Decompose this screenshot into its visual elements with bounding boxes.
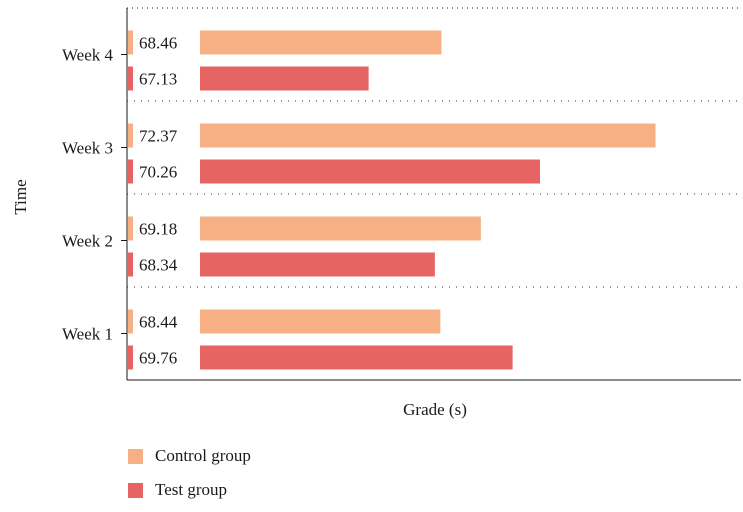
data-label-week-1-control-group: 68.44 <box>139 313 178 332</box>
legend-item-test: Test group <box>128 478 251 502</box>
bar-week-1-test-group <box>200 345 513 370</box>
bar-week-3-test-group <box>200 159 540 184</box>
data-label-week-1-test-group: 69.76 <box>139 349 177 368</box>
bar-marker-week-3-test-group <box>128 159 133 184</box>
bar-marker-week-1-control-group <box>128 309 133 334</box>
bar-week-4-control-group <box>200 30 442 55</box>
y-tick-label-week-1: Week 1 <box>62 325 113 344</box>
data-label-week-2-control-group: 69.18 <box>139 220 177 239</box>
data-label-week-2-test-group: 68.34 <box>139 256 178 275</box>
y-tick-label-week-2: Week 2 <box>62 232 113 251</box>
bar-marker-week-3-control-group <box>128 123 133 148</box>
x-axis-title: Grade (s) <box>403 400 467 419</box>
data-label-week-3-test-group: 70.26 <box>139 163 177 182</box>
legend-swatch-control <box>128 448 143 464</box>
bar-chart: Week 4 68.46 67.13 Week 3 72.37 70.26 Week 2 69… <box>11 7 741 419</box>
plot-area: Week 4 68.46 67.13 Week 3 72.37 70.26 Week 2 69… <box>62 7 741 381</box>
bar-marker-week-2-control-group <box>128 216 133 241</box>
bar-marker-week-4-test-group <box>128 66 133 91</box>
data-label-week-4-test-group: 67.13 <box>139 70 177 89</box>
legend-label-control: Control group <box>155 446 251 465</box>
legend-label-test: Test group <box>155 480 227 499</box>
data-label-week-4-control-group: 68.46 <box>139 34 177 53</box>
y-tick-label-week-4: Week 4 <box>62 46 114 65</box>
legend-swatch-test <box>128 482 143 498</box>
bar-marker-week-4-control-group <box>128 30 133 55</box>
bar-marker-week-1-test-group <box>128 345 133 370</box>
data-label-week-3-control-group: 72.37 <box>139 127 178 146</box>
legend: Control group Test group <box>128 444 251 512</box>
y-axis-title: Time <box>11 179 30 214</box>
bar-week-4-test-group <box>200 66 369 91</box>
y-tick-label-week-3: Week 3 <box>62 139 113 158</box>
bar-week-1-control-group <box>200 309 441 334</box>
legend-item-control: Control group <box>128 444 251 468</box>
bar-week-2-test-group <box>200 252 435 277</box>
bar-marker-week-2-test-group <box>128 252 133 277</box>
bar-week-2-control-group <box>200 216 481 241</box>
bar-week-3-control-group <box>200 123 656 148</box>
